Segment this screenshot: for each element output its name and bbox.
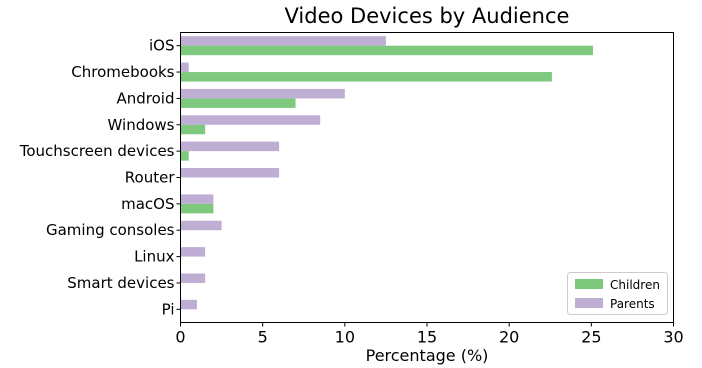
legend-label-parents: Parents — [610, 297, 655, 311]
bar-parents-pi — [180, 299, 197, 310]
y-tick-label-touchscreen-devices: Touchscreen devices — [19, 142, 175, 160]
bar-parents-chromebooks — [180, 62, 189, 73]
y-tick-label-gaming-consoles: Gaming consoles — [46, 221, 175, 239]
bar-parents-touchscreen-devices — [180, 141, 280, 152]
x-tick-label-5: 5 — [258, 328, 268, 347]
bar-parents-android — [180, 88, 345, 99]
bar-children-touchscreen-devices — [180, 151, 189, 161]
bar-parents-router — [180, 168, 280, 178]
x-tick-label-30: 30 — [663, 328, 683, 347]
bar-parents-macos — [180, 194, 214, 204]
y-tick-label-windows: Windows — [108, 116, 175, 134]
y-tick-label-chromebooks: Chromebooks — [71, 63, 174, 81]
y-tick-label-linux: Linux — [134, 248, 175, 266]
x-tick-label-0: 0 — [175, 328, 185, 347]
bar-children-macos — [180, 203, 214, 214]
bar-parents-smart-devices — [180, 273, 206, 283]
x-axis: 0 5 10 15 20 25 30 — [175, 322, 684, 347]
y-tick-label-pi: Pi — [162, 300, 175, 318]
x-axis-label: Percentage (%) — [366, 346, 489, 365]
bar-children-chromebooks — [180, 72, 552, 82]
bars-group — [180, 36, 593, 310]
y-tick-label-macos: macOS — [121, 195, 174, 213]
bar-children-ios — [180, 45, 593, 56]
bar-parents-linux — [180, 247, 206, 257]
legend-swatch-children — [575, 279, 603, 289]
y-tick-label-ios: iOS — [149, 37, 175, 55]
chart-title: Video Devices by Audience — [285, 4, 570, 28]
bar-parents-ios — [180, 36, 386, 46]
y-tick-label-router: Router — [125, 169, 176, 187]
bar-parents-windows — [180, 115, 321, 125]
y-tick-label-smart-devices: Smart devices — [67, 274, 174, 292]
x-tick-label-20: 20 — [499, 328, 519, 347]
x-tick-label-25: 25 — [581, 328, 601, 347]
legend-swatch-parents — [575, 298, 603, 308]
legend-label-children: Children — [610, 278, 660, 292]
bar-parents-gaming-consoles — [180, 220, 222, 231]
legend: Children Parents — [567, 272, 668, 315]
bar-children-android — [180, 98, 296, 108]
y-tick-label-android: Android — [117, 89, 175, 107]
x-tick-label-10: 10 — [335, 328, 355, 347]
y-axis: iOS Chromebooks Android Windows Touchscreen … — [19, 37, 181, 318]
bar-children-windows — [180, 124, 206, 135]
x-tick-label-15: 15 — [417, 328, 437, 347]
